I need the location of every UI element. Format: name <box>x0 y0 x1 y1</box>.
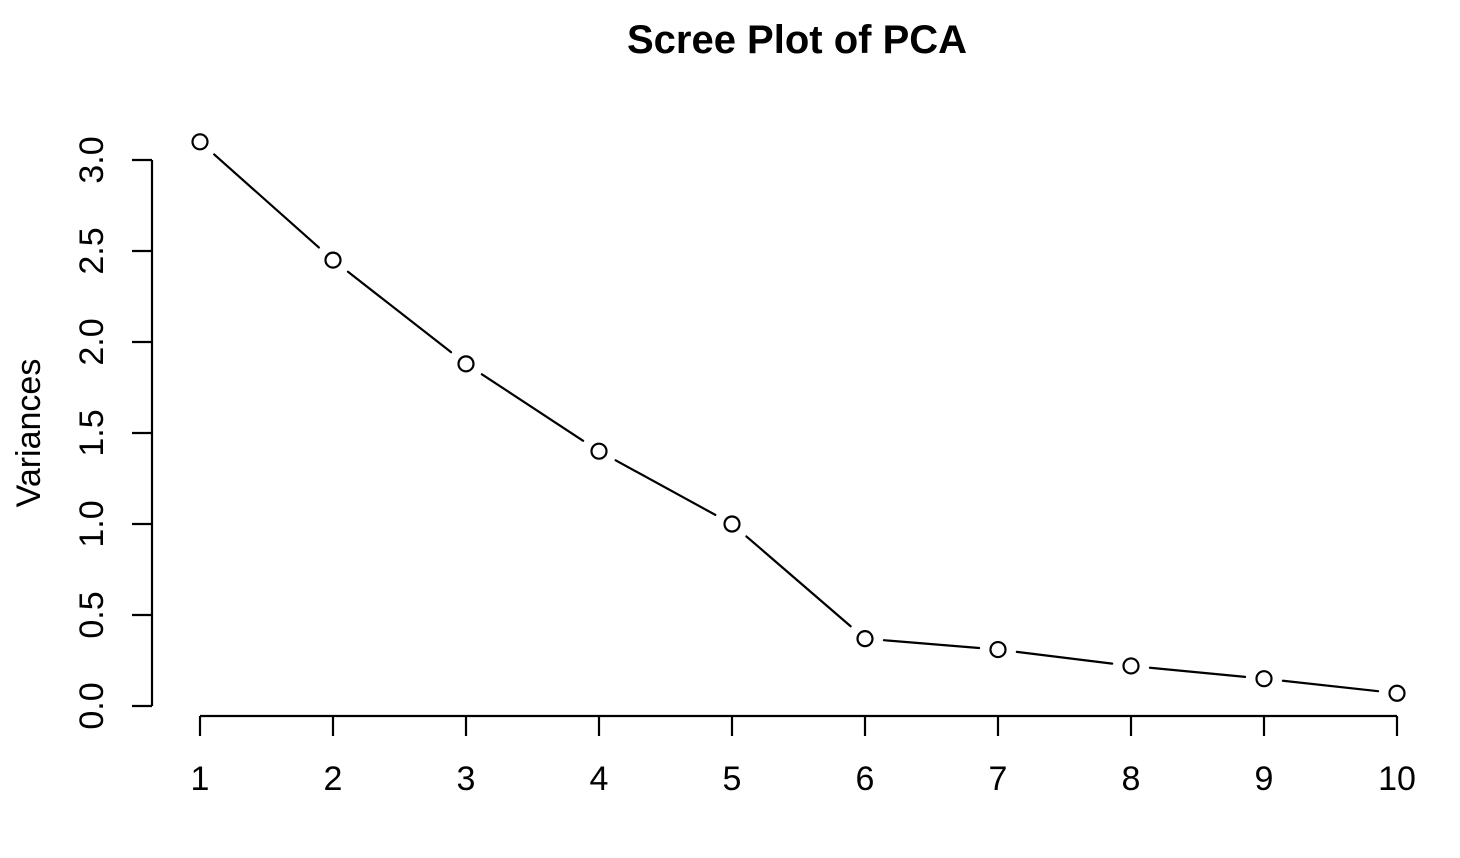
x-tick-label: 9 <box>1255 760 1274 798</box>
series-segment <box>480 373 585 442</box>
series-segment <box>882 639 981 650</box>
series-segment <box>1148 666 1247 678</box>
series-segment <box>1281 679 1380 693</box>
x-tick-label: 8 <box>1122 760 1141 798</box>
x-tick-label: 1 <box>191 760 210 798</box>
data-point <box>1388 684 1406 702</box>
series-segment <box>614 459 717 516</box>
data-point <box>590 442 608 460</box>
x-tick-label: 2 <box>324 760 343 798</box>
x-tick-label: 3 <box>457 760 476 798</box>
y-tick-label: 2.0 <box>73 318 111 365</box>
x-tick-label: 6 <box>856 760 875 798</box>
series-segment <box>1015 650 1114 665</box>
data-point <box>723 515 741 533</box>
series-segment <box>745 535 852 628</box>
y-tick-label: 1.5 <box>73 409 111 456</box>
data-series <box>191 133 1406 702</box>
y-axis-label: Variances <box>10 359 48 508</box>
y-tick-label: 1.0 <box>73 500 111 547</box>
y-tick-label: 3.0 <box>73 136 111 183</box>
series-segment <box>213 153 320 249</box>
y-axis: 0.0 0.5 1.0 1.5 2.0 2.5 3.0 <box>73 136 154 730</box>
series-segment <box>346 270 453 354</box>
data-point <box>856 630 874 648</box>
x-tick-label: 4 <box>590 760 609 798</box>
y-tick-label: 0.5 <box>73 591 111 638</box>
data-point <box>457 355 475 373</box>
data-point <box>1255 670 1273 688</box>
x-axis: 1 2 3 4 5 6 7 8 9 10 <box>191 714 1416 798</box>
y-tick-label: 2.5 <box>73 227 111 274</box>
data-point <box>989 640 1007 659</box>
y-tick-label: 0.0 <box>73 682 111 729</box>
chart-title: Scree Plot of PCA <box>627 18 967 62</box>
x-tick-label: 5 <box>723 760 742 798</box>
x-tick-label: 7 <box>989 760 1008 798</box>
data-point <box>191 133 209 151</box>
data-point <box>324 251 342 269</box>
data-point <box>1122 657 1140 675</box>
x-tick-label: 10 <box>1378 760 1416 798</box>
